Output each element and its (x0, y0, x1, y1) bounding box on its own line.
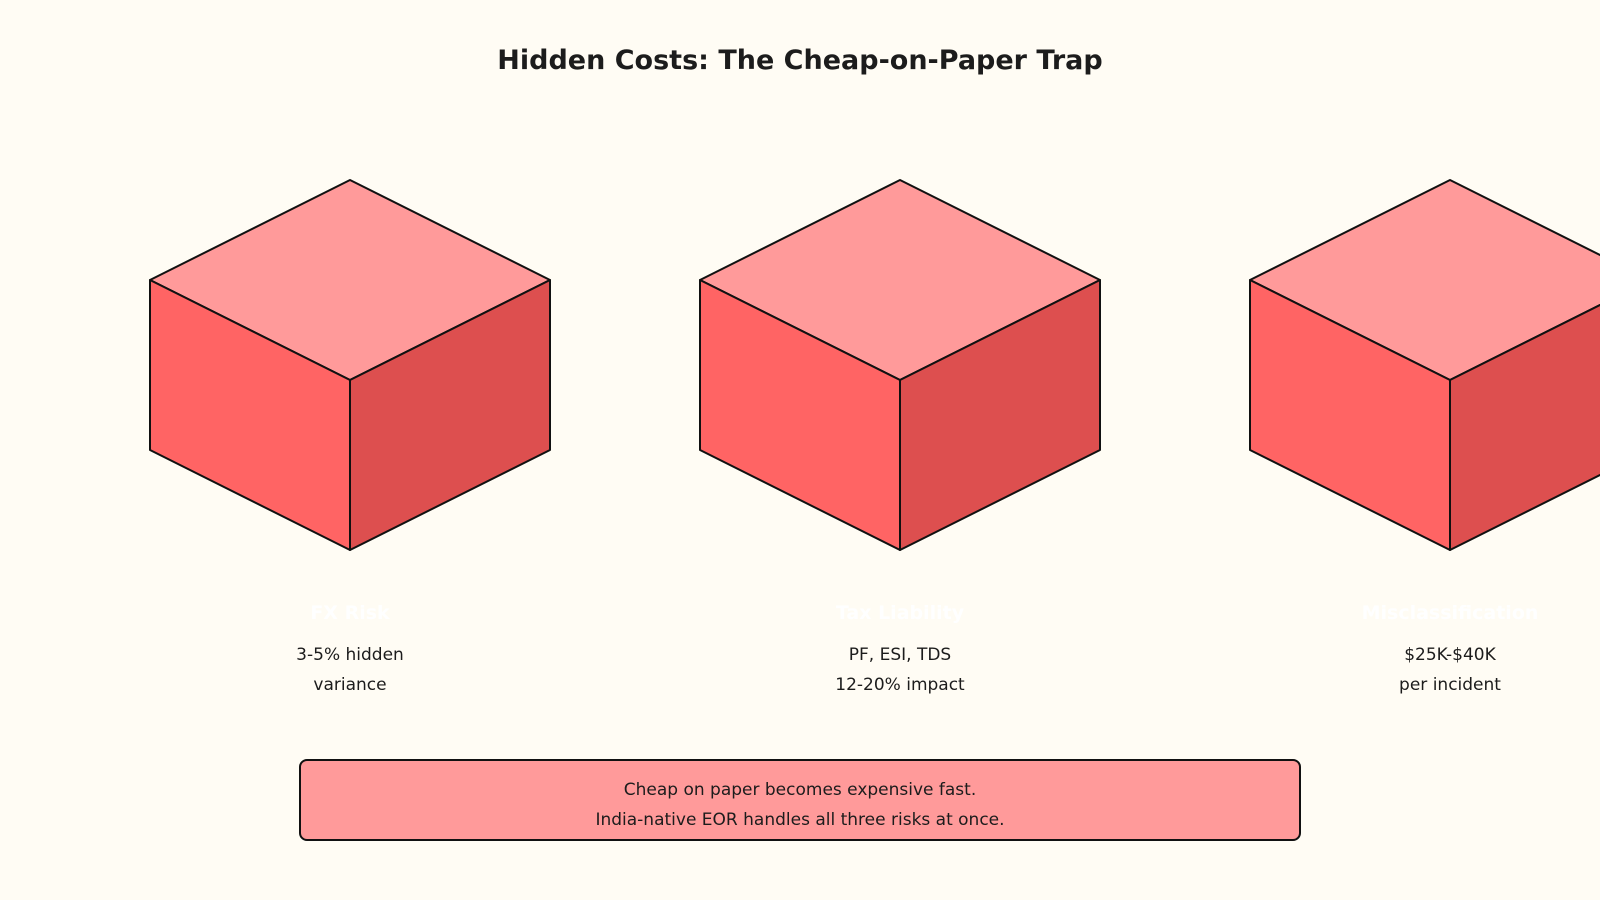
cube-label-fx-risk: FX Risk (310, 602, 390, 624)
cube-desc-tax-liability-line1: PF, ESI, TDS (849, 645, 951, 665)
summary-banner-line1: Cheap on paper becomes expensive fast. (624, 780, 977, 800)
cube-right-face (899, 279, 1101, 551)
cube-desc-misclassification-line2: per incident (1399, 675, 1501, 695)
cube-desc-fx-risk-line1: 3-5% hidden (296, 645, 404, 665)
page-title: Hidden Costs: The Cheap-on-Paper Trap (497, 45, 1102, 76)
cube-desc-misclassification-line1: $25K-$40K (1404, 645, 1496, 665)
summary-banner-line2: India-native EOR handles all three risks… (595, 810, 1004, 830)
cube-desc-tax-liability-line2: 12-20% impact (835, 675, 965, 695)
cube-desc-fx-risk-line2: variance (313, 675, 386, 695)
cube-right-face (349, 279, 551, 551)
cube-misclassification (1249, 179, 1600, 551)
summary-banner (299, 759, 1301, 841)
cube-label-misclassification: Misclassification (1362, 602, 1539, 624)
cube-tax-liability (699, 179, 1101, 551)
cube-label-tax-liability: Tax Liability (836, 602, 965, 624)
cube-fx-risk (149, 179, 551, 551)
cube-right-face (1449, 303, 1600, 551)
